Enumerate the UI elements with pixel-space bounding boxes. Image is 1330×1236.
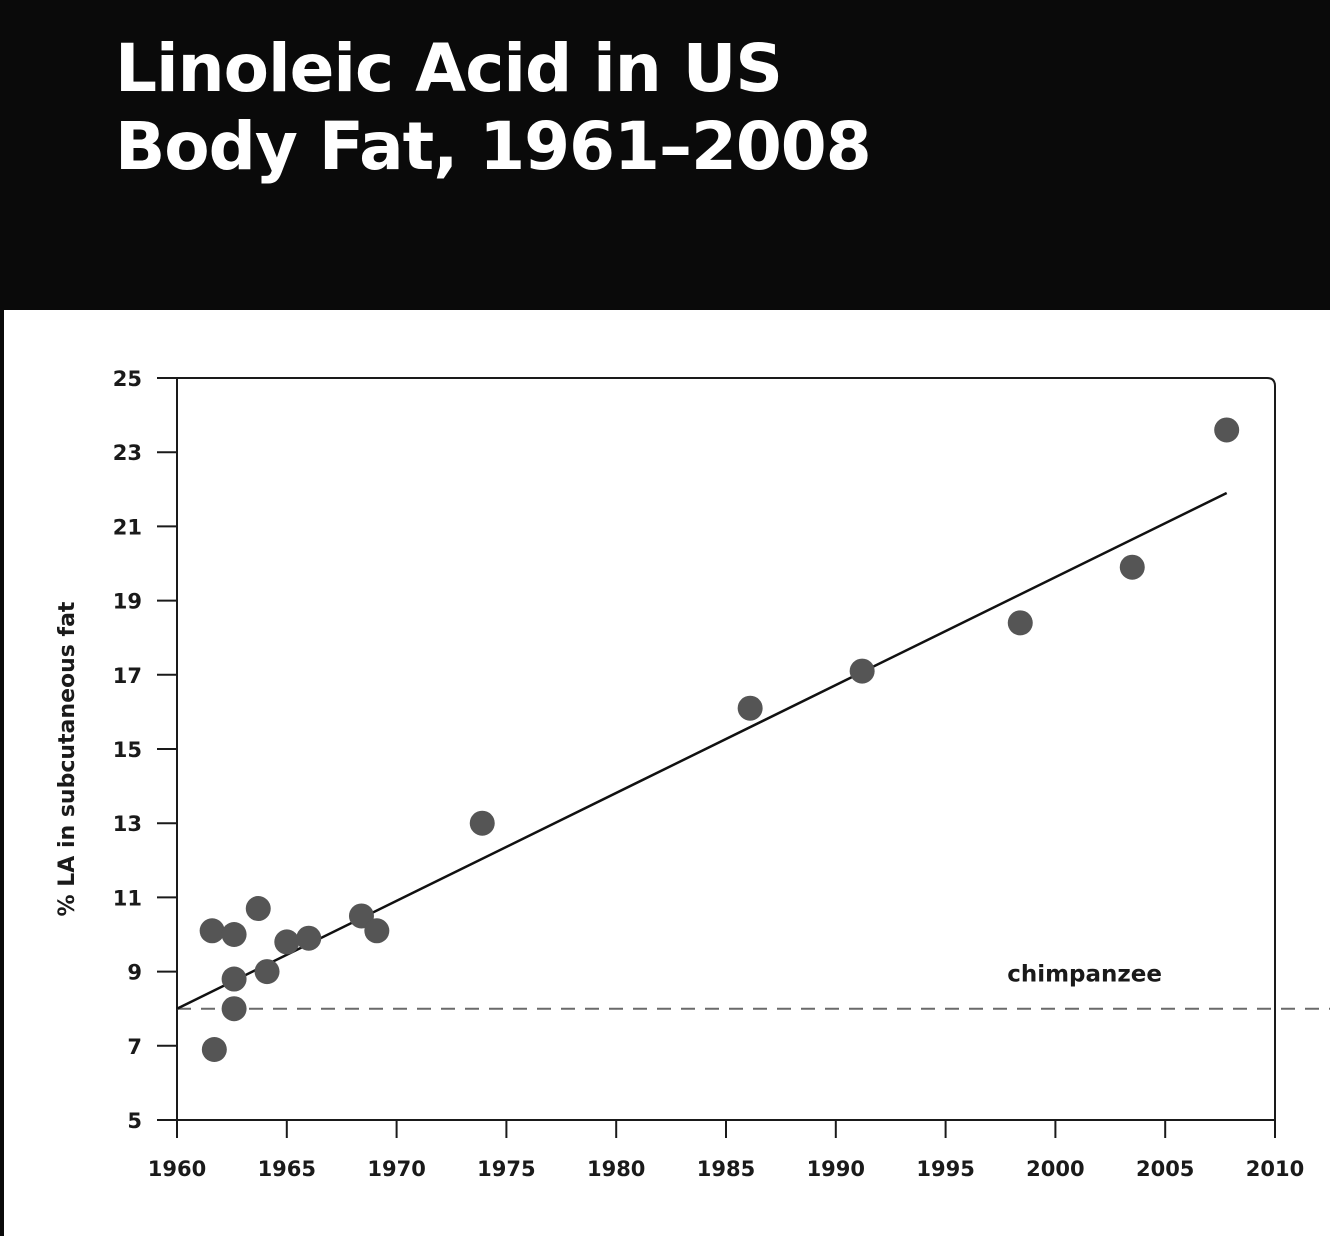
y-tick-label: 5	[127, 1109, 142, 1133]
y-tick-label: 9	[127, 961, 142, 985]
x-tick-label: 1960	[148, 1157, 206, 1181]
y-tick-label: 23	[113, 441, 142, 465]
chart-title-line-2: Body Fat, 1961–2008	[115, 108, 872, 185]
data-point	[254, 959, 280, 985]
data-point	[1119, 554, 1145, 580]
data-point	[201, 1037, 227, 1063]
data-point	[849, 658, 875, 684]
data-point	[221, 966, 247, 992]
y-tick-label: 21	[113, 515, 142, 539]
y-tick-label: 7	[127, 1035, 142, 1059]
x-tick-label: 2005	[1136, 1157, 1194, 1181]
data-point	[274, 929, 300, 955]
y-tick-label: 19	[113, 590, 142, 614]
chart-panel: 5 7 9 11 13 15 17 19 21 23 25 1960 1965 1970 1975 1980 1…	[4, 310, 1330, 1236]
scatter-chart: 5 7 9 11 13 15 17 19 21 23 25 1960 1965 1970 1975 1980 1…	[55, 367, 1330, 1181]
x-tick-label: 2010	[1246, 1157, 1304, 1181]
header-band: Linoleic Acid in US Body Fat, 1961–2008	[0, 0, 1330, 310]
x-tick-label: 1980	[587, 1157, 645, 1181]
data-point	[221, 996, 247, 1022]
labels-layer: 5 7 9 11 13 15 17 19 21 23 25 1960 1965 1970 1975 1980 1…	[55, 367, 1304, 1181]
x-tick-label: 1995	[916, 1157, 974, 1181]
data-point	[199, 918, 225, 944]
data-point	[1007, 610, 1033, 636]
data-point	[1214, 417, 1240, 443]
y-axis-title: % LA in subcutaneous fat	[55, 601, 80, 916]
x-tick-label: 1985	[697, 1157, 755, 1181]
plot-frame	[176, 377, 1276, 1121]
x-tick-label: 2000	[1026, 1157, 1084, 1181]
points-layer	[199, 417, 1240, 1063]
trendline-layer	[176, 491, 1228, 1010]
y-tick-label: 17	[113, 664, 142, 688]
data-point	[737, 695, 763, 721]
y-tick-label: 11	[113, 886, 142, 910]
y-tick-label: 15	[113, 738, 142, 762]
y-tick-label: 25	[113, 367, 142, 391]
x-tick-label: 1970	[367, 1157, 425, 1181]
data-point	[364, 918, 390, 944]
chart-title: Linoleic Acid in US Body Fat, 1961–2008	[115, 30, 872, 186]
data-point	[348, 903, 374, 929]
trendline	[176, 491, 1228, 1010]
x-tick-label: 1990	[807, 1157, 865, 1181]
reference-label: chimpanzee	[1007, 962, 1162, 988]
x-tick-label: 1965	[258, 1157, 316, 1181]
data-point	[221, 922, 247, 947]
data-point	[296, 925, 322, 951]
data-point	[469, 810, 495, 836]
chart-title-line-1: Linoleic Acid in US	[115, 30, 783, 107]
y-tick-label: 13	[113, 812, 142, 836]
data-point	[245, 896, 271, 922]
axes-layer	[157, 377, 1276, 1138]
x-tick-label: 1975	[477, 1157, 535, 1181]
